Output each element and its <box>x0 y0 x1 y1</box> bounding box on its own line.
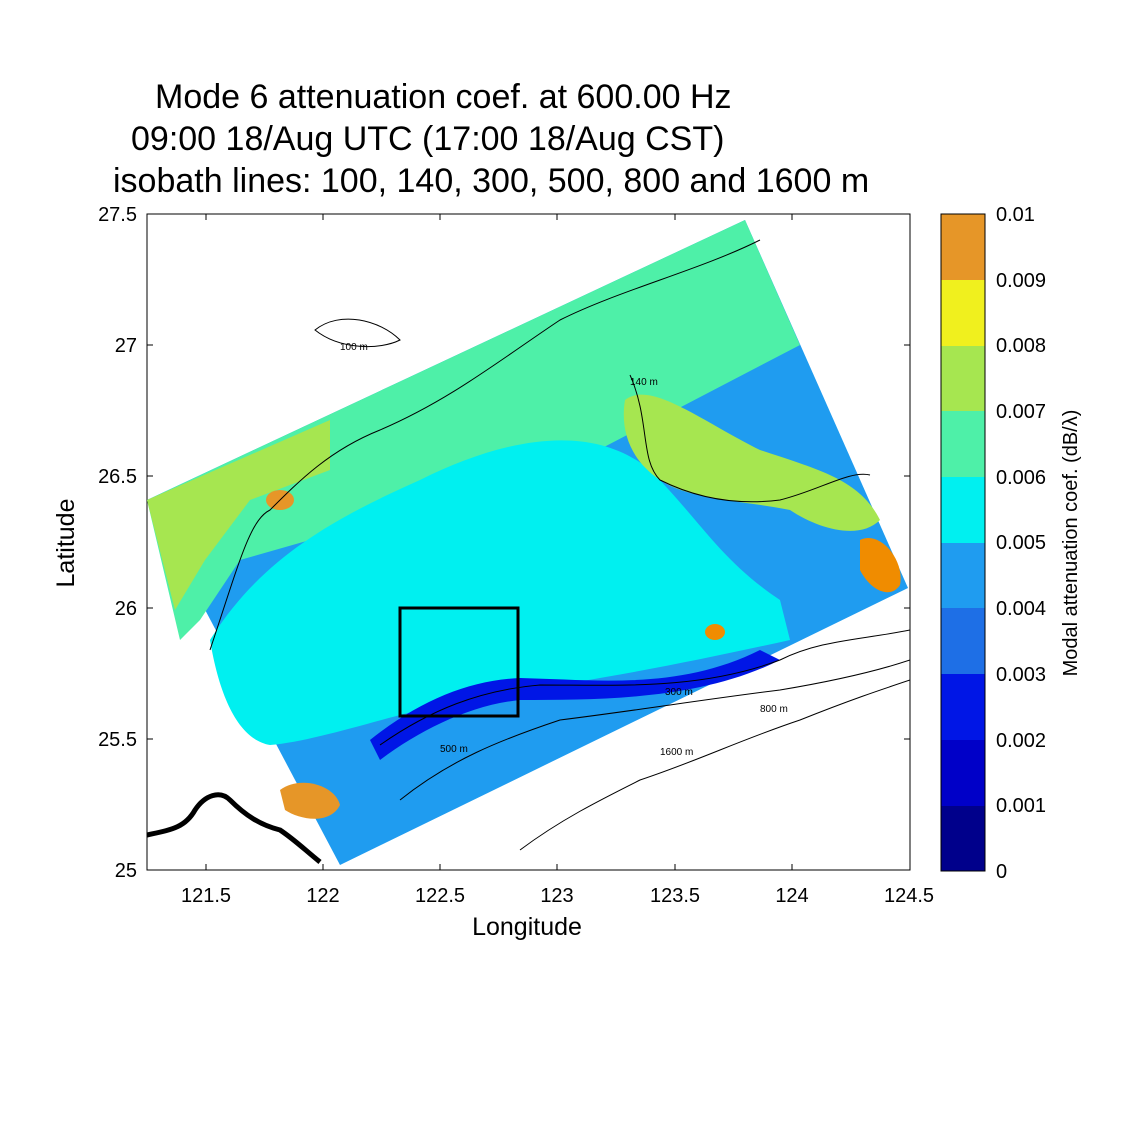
colorbar <box>940 213 986 872</box>
ytick-27-5: 27.5 <box>98 204 137 226</box>
title-line-2: 09:00 18/Aug UTC (17:00 18/Aug CST) <box>131 120 725 158</box>
ytick-25-5: 25.5 <box>98 729 137 751</box>
cbar-tick-8: 0.008 <box>996 335 1046 357</box>
ytick-27: 27 <box>115 335 137 357</box>
colorbar-bin-8 <box>941 280 985 346</box>
colorbar-bin-0 <box>941 805 985 871</box>
title-line-3: isobath lines: 100, 140, 300, 500, 800 a… <box>113 162 870 200</box>
cbar-tick-0: 0 <box>996 861 1007 883</box>
isobath-label-1600: 1600 m <box>660 747 693 758</box>
field-orange-sw <box>280 782 340 819</box>
study-box <box>398 606 520 718</box>
isobath-label-100: 100 m <box>340 342 368 353</box>
colorbar-bin-2 <box>941 674 985 740</box>
isobath-label-300: 300 m <box>665 687 693 698</box>
tick-marks <box>147 213 910 871</box>
colorbar-bin-1 <box>941 740 985 806</box>
field-blue-shelf <box>370 650 780 760</box>
cbar-tick-7: 0.007 <box>996 401 1046 423</box>
cbar-tick-3: 0.003 <box>996 664 1046 686</box>
field-orange-island <box>705 624 725 640</box>
ytick-25: 25 <box>115 860 137 882</box>
isobath-label-140: 140 m <box>630 377 658 388</box>
isobath-140 <box>629 374 871 503</box>
colorbar-bin-5 <box>941 477 985 543</box>
field-yellow-west <box>147 420 330 610</box>
cbar-tick-10: 0.01 <box>996 204 1035 226</box>
isobath-100-north <box>314 318 401 348</box>
coastline <box>147 792 322 864</box>
xtick-122: 122 <box>306 885 339 907</box>
isobath-label-500: 500 m <box>440 744 468 755</box>
isobath-1600 <box>519 679 910 851</box>
colorbar-bin-3 <box>941 608 985 674</box>
y-axis-label: Latitude <box>52 499 80 588</box>
ytick-26-5: 26.5 <box>98 466 137 488</box>
title-line-1: Mode 6 attenuation coef. at 600.00 Hz <box>155 78 732 116</box>
ytick-26: 26 <box>115 598 137 620</box>
cbar-tick-9: 0.009 <box>996 270 1046 292</box>
field-orange-east <box>860 538 901 593</box>
cbar-tick-5: 0.005 <box>996 532 1046 554</box>
xtick-122-5: 122.5 <box>415 885 465 907</box>
cbar-tick-4: 0.004 <box>996 598 1046 620</box>
map-area: 100 m 140 m 300 m 500 m 800 m 1600 m <box>147 220 910 865</box>
xtick-121-5: 121.5 <box>181 885 231 907</box>
field-green-east <box>623 394 880 531</box>
colorbar-label: Modal attenuation coef. (dB/λ) <box>1060 410 1082 677</box>
colorbar-bin-4 <box>941 542 985 608</box>
isobath-800 <box>399 659 910 801</box>
field-cyan-center <box>210 440 790 745</box>
cbar-tick-2: 0.002 <box>996 730 1046 752</box>
x-axis-label: Longitude <box>472 913 582 941</box>
xtick-123: 123 <box>540 885 573 907</box>
field-high-north <box>147 220 800 640</box>
isobath-300 <box>379 629 910 746</box>
cbar-tick-1: 0.001 <box>996 795 1046 817</box>
isobath-label-800: 800 m <box>760 704 788 715</box>
xtick-124: 124 <box>775 885 808 907</box>
xtick-123-5: 123.5 <box>650 885 700 907</box>
colorbar-frame <box>940 213 986 872</box>
cbar-tick-6: 0.006 <box>996 467 1046 489</box>
colorbar-bin-6 <box>941 411 985 477</box>
xtick-124-5: 124.5 <box>884 885 934 907</box>
colorbar-bin-9 <box>941 214 985 280</box>
isobath-100 <box>209 239 761 651</box>
colorbar-bin-7 <box>941 345 985 411</box>
